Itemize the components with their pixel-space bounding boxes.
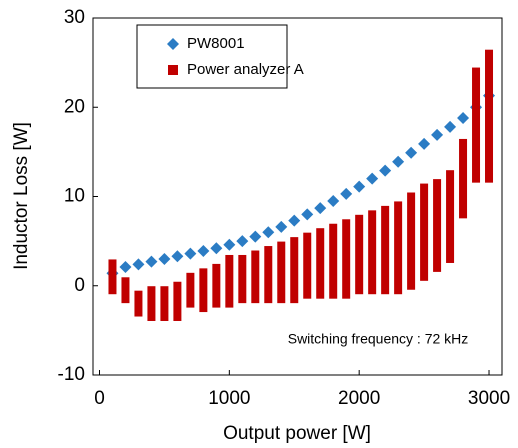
diamond-marker (184, 247, 197, 260)
range-marker (485, 49, 494, 183)
range-marker (472, 67, 481, 183)
diamond-marker (327, 194, 340, 207)
diamond-marker (444, 120, 457, 133)
range-marker (199, 268, 208, 313)
range-marker (238, 254, 247, 304)
range-marker (420, 183, 429, 281)
range-marker (277, 241, 286, 304)
diamond-marker (366, 172, 379, 185)
range-marker (316, 228, 325, 299)
range-marker (459, 138, 468, 219)
range-marker (212, 263, 221, 308)
y-tick-label: 10 (64, 186, 85, 207)
legend-box (136, 24, 288, 89)
diamond-marker (379, 164, 392, 177)
diamond-marker (158, 252, 171, 265)
diamond-marker (418, 137, 431, 150)
range-marker (264, 246, 273, 304)
range-marker (381, 205, 390, 295)
range-marker (433, 179, 442, 272)
diamond-marker (405, 146, 418, 159)
range-marker (355, 214, 364, 295)
diamond-marker (262, 226, 275, 239)
diamond-marker (275, 220, 288, 233)
diamond-marker (145, 255, 158, 268)
diamond-marker (132, 258, 145, 271)
y-tick-label: 30 (64, 7, 85, 28)
range-marker (147, 286, 156, 321)
diamond-marker (301, 208, 314, 221)
annotation: Switching frequency : 72 kHz (288, 331, 469, 347)
diamond-marker (392, 155, 405, 168)
legend-label: Power analyzer A (187, 61, 304, 78)
diamond-marker (340, 187, 353, 200)
range-marker (368, 210, 377, 295)
range-marker (186, 272, 195, 308)
range-marker (134, 290, 143, 317)
diamond-marker (210, 242, 223, 255)
x-tick-label: 2000 (338, 388, 380, 409)
diamond-marker (288, 214, 301, 227)
range-marker (251, 250, 260, 304)
legend-label: PW8001 (187, 35, 245, 52)
range-marker (342, 219, 351, 299)
diamond-marker (353, 180, 366, 193)
range-marker (394, 201, 403, 295)
diamond-marker (171, 250, 184, 263)
legend-swatch (167, 38, 179, 50)
x-tick-label: 3000 (468, 388, 510, 409)
range-marker (121, 277, 130, 304)
range-marker (446, 170, 455, 263)
x-tick-label: 0 (94, 388, 105, 409)
y-tick-label: -10 (58, 364, 85, 385)
diamond-marker (236, 235, 249, 248)
diamond-marker (197, 244, 210, 257)
x-axis-title: Output power [W] (223, 423, 371, 444)
range-marker (160, 286, 169, 321)
range-marker (173, 281, 182, 321)
range-marker (290, 237, 299, 304)
range-marker (303, 232, 312, 299)
diamond-marker (457, 111, 470, 124)
diamond-marker (249, 230, 262, 243)
range-marker (407, 192, 416, 290)
diamond-marker (314, 202, 327, 215)
diamond-marker (119, 261, 132, 274)
y-tick-label: 0 (74, 275, 85, 296)
range-marker (108, 259, 117, 295)
range-marker (329, 223, 338, 299)
diamond-marker (431, 128, 444, 141)
y-axis-title: Inductor Loss [W] (11, 122, 32, 270)
x-tick-label: 1000 (208, 388, 250, 409)
diamond-marker (223, 238, 236, 251)
range-marker (225, 254, 234, 308)
y-tick-label: 20 (64, 96, 85, 117)
legend-swatch (168, 65, 178, 75)
